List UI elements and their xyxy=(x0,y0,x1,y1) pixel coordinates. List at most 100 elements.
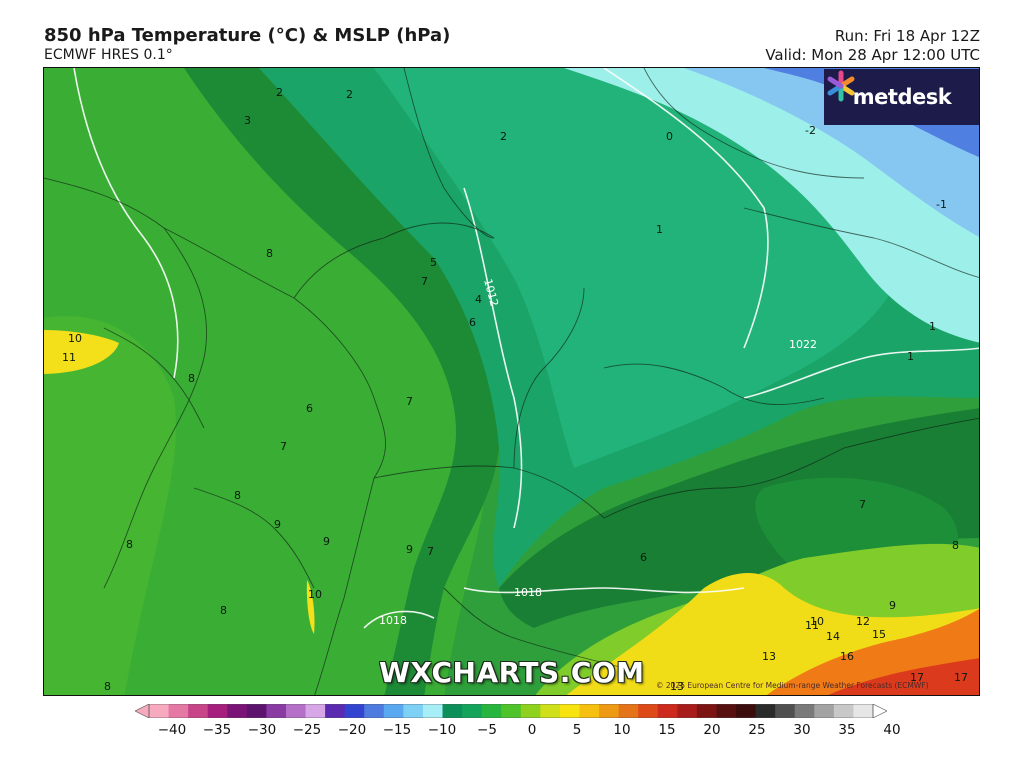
temperature-label: 10 xyxy=(810,615,824,628)
temperature-spot-greece xyxy=(306,580,315,634)
chart-title: 850 hPa Temperature (°C) & MSLP (hPa) xyxy=(44,25,451,46)
border-line xyxy=(314,477,375,695)
colorbar-tick-label: −20 xyxy=(337,722,367,738)
isobar-line xyxy=(463,187,523,529)
borders-group xyxy=(44,68,979,695)
colorbar-segments xyxy=(149,704,874,718)
temperature-label: 8 xyxy=(126,538,133,551)
colorbar-tick-label: 15 xyxy=(658,722,676,738)
colorbar-tick-label: 40 xyxy=(883,722,901,738)
temperature-label: 15 xyxy=(872,628,886,641)
border-line xyxy=(603,417,979,519)
chart-header-left: 850 hPa Temperature (°C) & MSLP (hPa) EC… xyxy=(44,26,450,64)
colorbar-segment xyxy=(168,704,189,718)
temperature-label: 14 xyxy=(826,630,840,643)
colorbar-segment xyxy=(677,704,698,718)
colorbar-segment xyxy=(736,704,757,718)
colorbar-segment xyxy=(422,704,444,718)
colorbar-segment xyxy=(775,704,796,718)
colorbar-segment xyxy=(383,704,404,718)
temperature-label: 9 xyxy=(323,535,330,548)
temperature-label: 17 xyxy=(910,671,924,684)
temperature-label: 8 xyxy=(266,247,273,260)
temperature-label: 11 xyxy=(62,351,76,364)
temperature-label: 16 xyxy=(840,650,854,663)
temperature-label: 10 xyxy=(68,332,82,345)
temperature-band-south xyxy=(499,408,979,628)
temperature-label: 9 xyxy=(274,518,281,531)
border-line xyxy=(193,487,315,589)
colorbar-segment xyxy=(462,704,483,718)
temperature-label: 6 xyxy=(469,316,476,329)
wxcharts-watermark: WXCHARTS.COM xyxy=(379,656,645,689)
colorbar-segment xyxy=(638,704,659,718)
colorbar-tick-label: 5 xyxy=(572,722,582,738)
pressure-labels: 1012 1022 1018 1018 xyxy=(379,277,817,627)
colorbar-segment xyxy=(833,704,854,718)
map-svg: 2 2 3 2 0 -2 -1 1 8 5 4 7 6 10 11 1 1 8 … xyxy=(44,68,979,695)
isobar-line xyxy=(603,68,769,349)
border-line xyxy=(103,327,205,429)
temperature-label: 12 xyxy=(856,615,870,628)
temperature-label: 2 xyxy=(346,88,353,101)
pressure-label: 1018 xyxy=(514,586,542,599)
colorbar-tick-label: −40 xyxy=(157,722,187,738)
temperature-label: 8 xyxy=(234,489,241,502)
colorbar-segment xyxy=(657,704,678,718)
temperature-labels: 2 2 3 2 0 -2 -1 1 8 5 4 7 6 10 11 1 1 8 … xyxy=(62,86,968,693)
isobar-line xyxy=(463,587,745,594)
temperature-colorbar xyxy=(135,704,887,718)
colorbar-segment xyxy=(618,704,639,718)
colorbar-tick-label: −35 xyxy=(202,722,232,738)
border-line xyxy=(603,363,825,405)
colorbar-max-arrow xyxy=(872,704,887,718)
isobar-line xyxy=(363,610,435,629)
temperature-label: 10 xyxy=(308,588,322,601)
colorbar-segment xyxy=(481,704,502,718)
temperature-band-ridge xyxy=(184,68,500,695)
temperature-label: 7 xyxy=(421,275,428,288)
border-line xyxy=(743,207,979,278)
colorbar-segment xyxy=(227,704,248,718)
colorbar-tick-label: 30 xyxy=(793,722,811,738)
border-line xyxy=(643,68,865,179)
colorbar-segment xyxy=(325,704,346,718)
temperature-label: 1 xyxy=(929,320,936,333)
weather-map: 2 2 3 2 0 -2 -1 1 8 5 4 7 6 10 11 1 1 8 … xyxy=(43,67,980,696)
colorbar-tick-label: 35 xyxy=(838,722,856,738)
colorbar-segment xyxy=(442,704,463,718)
temperature-label: 8 xyxy=(952,539,959,552)
colorbar-tick-label: 10 xyxy=(613,722,631,738)
temperature-label: 9 xyxy=(406,543,413,556)
temperature-label: 1 xyxy=(656,223,663,236)
temperature-label: -1 xyxy=(936,198,947,211)
temperature-label: 8 xyxy=(104,680,111,693)
temperature-label: 8 xyxy=(220,604,227,617)
colorbar-segment xyxy=(853,704,874,718)
colorbar-outline xyxy=(148,704,874,718)
colorbar-tick-label: −30 xyxy=(247,722,277,738)
border-line xyxy=(403,68,495,239)
temperature-label: 2 xyxy=(276,86,283,99)
colorbar-segment xyxy=(188,704,209,718)
temperature-label: 5 xyxy=(430,256,437,269)
border-line xyxy=(443,587,625,669)
colorbar-segment xyxy=(716,704,737,718)
colorbar-segment xyxy=(364,704,385,718)
border-line xyxy=(293,222,495,299)
colorbar-segment xyxy=(599,704,620,718)
logo-text: metdesk xyxy=(852,85,952,109)
temperature-label: 4 xyxy=(475,293,482,306)
colorbar-segment xyxy=(207,704,228,718)
colorbar-segment xyxy=(559,704,580,718)
metdesk-logo: metdesk xyxy=(824,69,979,125)
temperature-label: 6 xyxy=(640,551,647,564)
colorbar-segment xyxy=(305,704,326,718)
colorbar-segment xyxy=(285,704,307,718)
colorbar-segment xyxy=(149,704,170,718)
colorbar-segment xyxy=(501,704,522,718)
isobar-line xyxy=(73,68,179,379)
colorbar-tick-label: −15 xyxy=(382,722,412,738)
pressure-label: 1022 xyxy=(789,338,817,351)
colorbar-tick-label: 20 xyxy=(703,722,721,738)
